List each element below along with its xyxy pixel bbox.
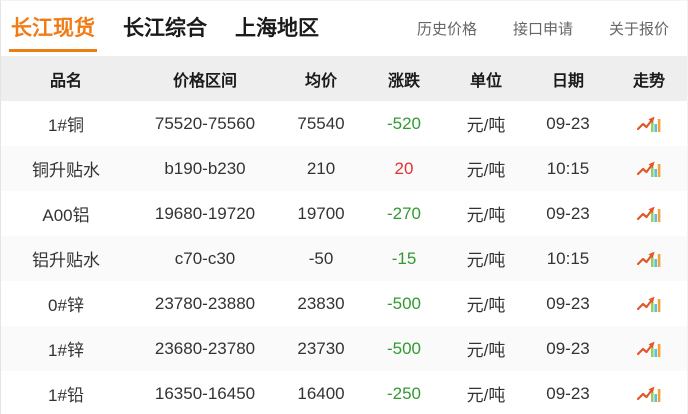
date-cell: 09-23	[546, 113, 590, 133]
change-cell: -520	[386, 113, 422, 133]
column-header-change: 涨跌	[387, 72, 420, 90]
trend-chart-icon[interactable]	[637, 295, 661, 313]
unit-cell: 元/吨	[466, 206, 506, 225]
table-row: 1#锌 23680-23780 23730 -500 元/吨 09-23	[1, 326, 687, 371]
date-cell: 09-23	[546, 293, 590, 313]
table-row: 1#铅 16350-16450 16400 -250 元/吨 09-23	[1, 371, 687, 414]
date-cell: 10:15	[546, 158, 590, 178]
unit-cell: 元/吨	[466, 251, 506, 270]
average-price-cell: 19700	[297, 203, 345, 223]
average-price-cell: -50	[308, 248, 334, 268]
unit-cell: 元/吨	[466, 161, 506, 180]
table-header-row: 品名 价格区间 均价 涨跌 单位 日期 走势	[1, 56, 687, 101]
change-cell: -15	[391, 248, 417, 268]
table-row: 1#铜 75520-75560 75540 -520 元/吨 09-23	[1, 101, 687, 146]
price-range-cell: 19680-19720	[154, 203, 256, 223]
change-cell: -500	[386, 293, 422, 313]
trend-chart-icon[interactable]	[637, 160, 661, 178]
trend-chart-icon[interactable]	[637, 250, 661, 268]
unit-cell: 元/吨	[466, 296, 506, 315]
column-header-date: 日期	[551, 72, 584, 90]
change-cell: -250	[386, 383, 422, 403]
price-range-cell: 75520-75560	[154, 113, 256, 133]
average-price-cell: 75540	[297, 113, 345, 133]
trend-chart-icon[interactable]	[637, 340, 661, 358]
product-name-cell: 铜升贴水	[32, 161, 100, 180]
tab-changjiang-spot[interactable]: 长江现货	[9, 1, 97, 56]
table-body: 1#铜 75520-75560 75540 -520 元/吨 09-23 铜升贴…	[1, 101, 687, 414]
top-navigation: 长江现货 长江综合 上海地区 历史价格 接口申请 关于报价	[1, 1, 687, 56]
product-name-cell: 铝升贴水	[32, 251, 100, 270]
column-header-range: 价格区间	[172, 72, 237, 90]
tab-shanghai-region[interactable]: 上海地区	[235, 17, 319, 40]
price-range-cell: 23680-23780	[154, 338, 256, 358]
trend-chart-icon[interactable]	[637, 205, 661, 223]
average-price-cell: 210	[306, 158, 336, 178]
column-header-trend: 走势	[632, 72, 665, 90]
table-row: A00铝 19680-19720 19700 -270 元/吨 09-23	[1, 191, 687, 236]
average-price-cell: 23730	[297, 338, 345, 358]
trend-chart-icon[interactable]	[637, 385, 661, 403]
utility-links: 历史价格 接口申请 关于报价	[417, 18, 669, 39]
date-cell: 09-23	[546, 203, 590, 223]
unit-cell: 元/吨	[466, 116, 506, 135]
change-cell: -500	[386, 338, 422, 358]
product-name-cell: A00铝	[42, 206, 90, 225]
column-header-unit: 单位	[469, 72, 502, 90]
price-range-cell: 16350-16450	[154, 383, 256, 403]
table-row: 铜升贴水 b190-b230 210 20 元/吨 10:15	[1, 146, 687, 191]
tab-changjiang-composite[interactable]: 长江综合	[123, 17, 207, 40]
product-name-cell: 1#铅	[48, 386, 84, 405]
date-cell: 10:15	[546, 248, 590, 268]
product-name-cell: 0#锌	[48, 296, 84, 315]
unit-cell: 元/吨	[466, 341, 506, 360]
link-history-price[interactable]: 历史价格	[416, 21, 477, 38]
average-price-cell: 23830	[297, 293, 345, 313]
link-api-apply[interactable]: 接口申请	[512, 21, 573, 38]
date-cell: 09-23	[546, 383, 590, 403]
date-cell: 09-23	[546, 338, 590, 358]
column-header-name: 品名	[49, 72, 82, 90]
unit-cell: 元/吨	[466, 386, 506, 405]
table-row: 铝升贴水 c70-c30 -50 -15 元/吨 10:15	[1, 236, 687, 281]
price-range-cell: 23780-23880	[154, 293, 256, 313]
change-cell: -270	[386, 203, 422, 223]
market-tabs: 长江现货 长江综合 上海地区	[9, 1, 319, 56]
product-name-cell: 1#锌	[48, 341, 84, 360]
average-price-cell: 16400	[297, 383, 345, 403]
table-row: 0#锌 23780-23880 23830 -500 元/吨 09-23	[1, 281, 687, 326]
product-name-cell: 1#铜	[48, 116, 84, 135]
trend-chart-icon[interactable]	[637, 115, 661, 133]
change-cell: 20	[394, 158, 414, 178]
price-range-cell: c70-c30	[174, 248, 236, 268]
price-range-cell: b190-b230	[164, 158, 246, 178]
link-about-quotes[interactable]: 关于报价	[608, 21, 669, 38]
column-header-avg: 均价	[304, 72, 337, 90]
